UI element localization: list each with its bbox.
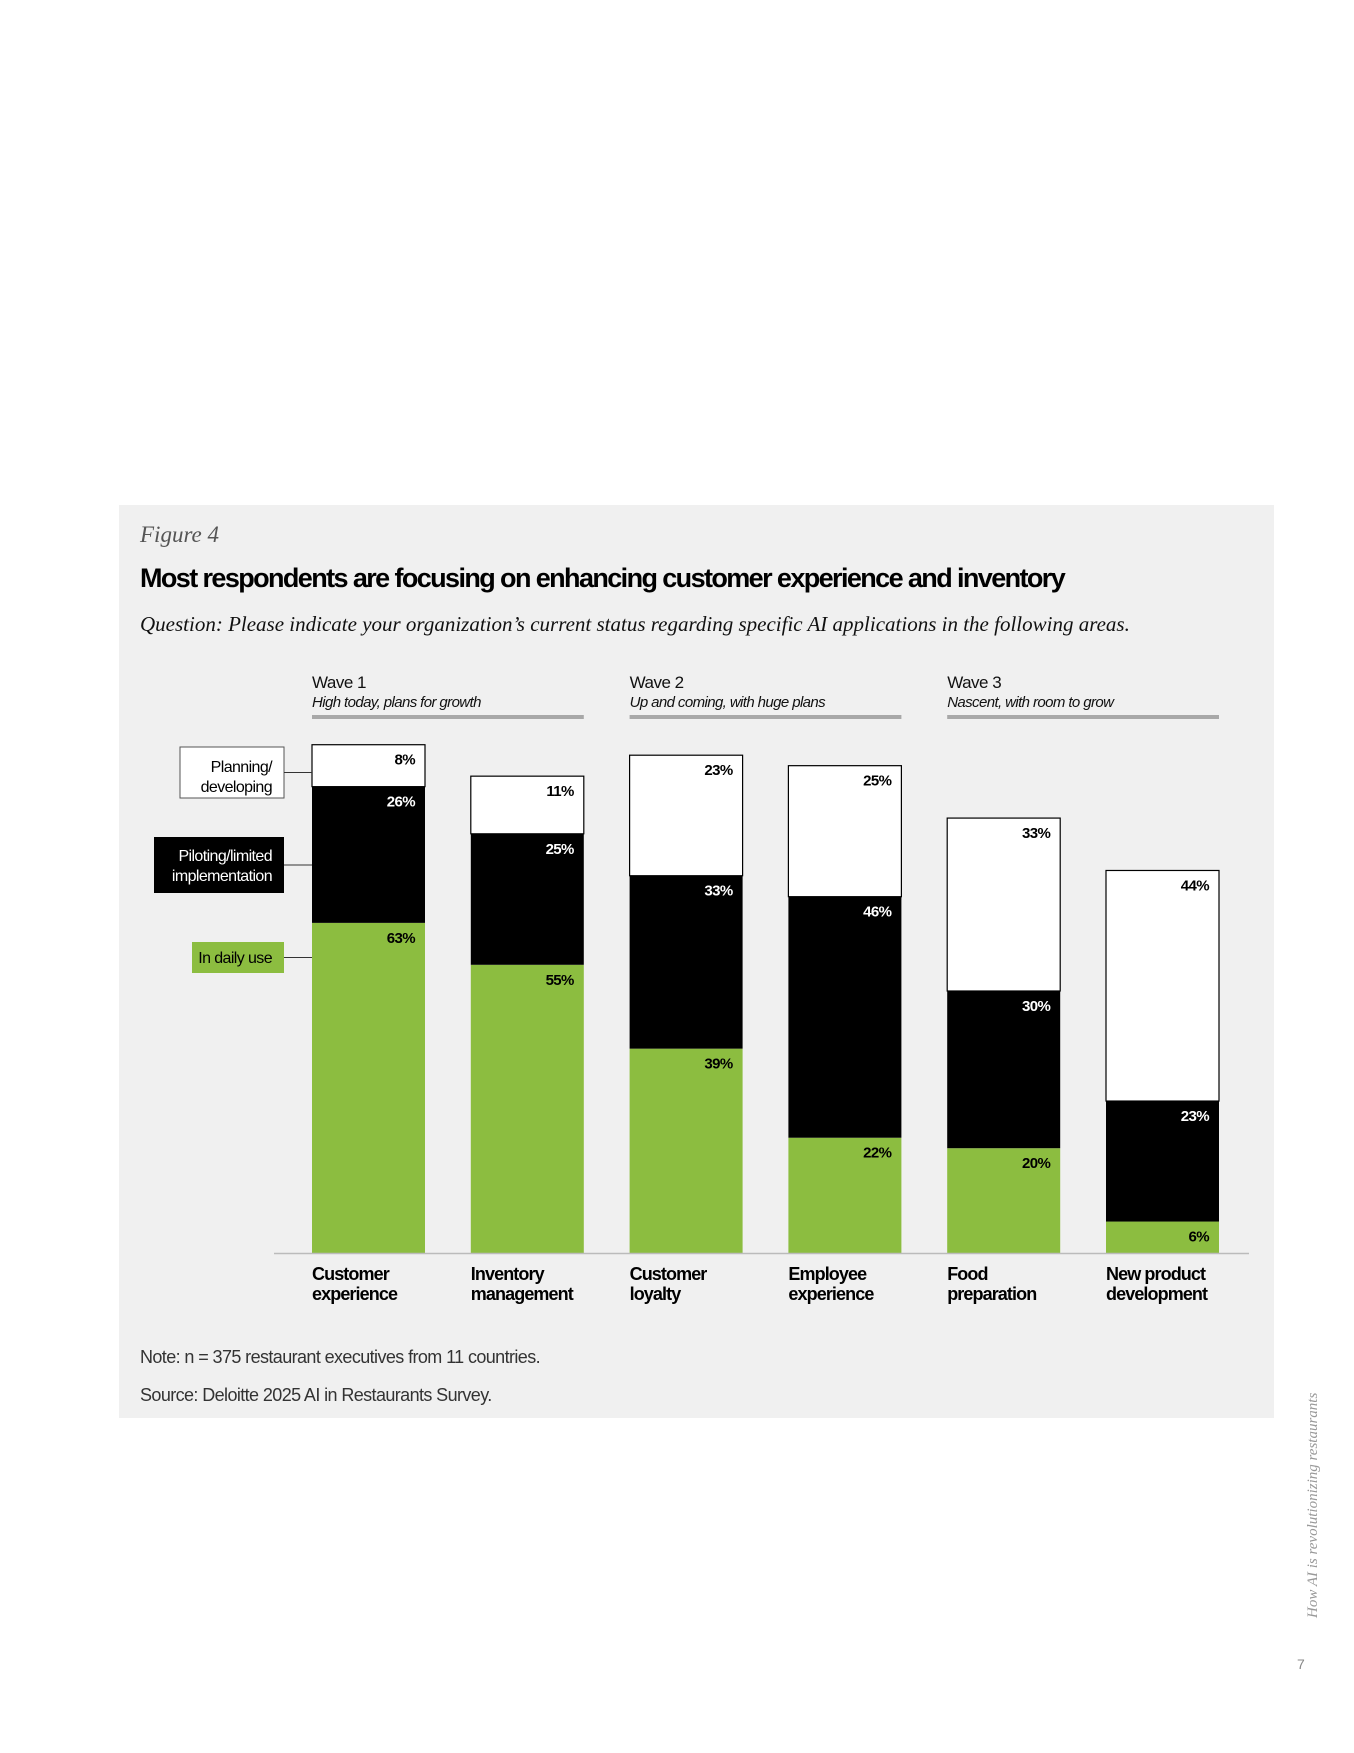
data-label: 25%: [863, 773, 891, 790]
bar-segment-planning-developing: [470, 775, 585, 835]
figure-label: Figure 4: [140, 522, 219, 547]
category-label: development: [1106, 1284, 1208, 1304]
bar-segment-in-daily-use: [470, 964, 584, 1253]
data-label: 23%: [704, 762, 732, 779]
data-label: 23%: [1181, 1108, 1209, 1125]
bar-segment-planning-developing: [787, 765, 903, 898]
wave-label: Wave 2: [630, 673, 684, 692]
data-label: 33%: [1022, 825, 1050, 842]
legend-label: developing: [201, 779, 272, 796]
category-label: New product: [1106, 1264, 1206, 1284]
data-label: 63%: [387, 930, 415, 947]
wave-rule: [629, 715, 902, 719]
bar-segment-piloting-limited-implementation: [312, 786, 425, 923]
category-label: Food: [947, 1264, 987, 1284]
bar-segment-in-daily-use: [947, 1148, 1061, 1253]
data-label: 22%: [863, 1145, 891, 1162]
data-label: 26%: [387, 794, 415, 811]
legend-box: [192, 942, 284, 973]
category-label: Customer: [630, 1264, 708, 1284]
chart-note: Note: n = 375 restaurant executives from…: [140, 1347, 541, 1367]
category-label: Inventory: [471, 1264, 545, 1284]
bar-segment-piloting-limited-implementation: [788, 896, 902, 1138]
legend-box: [179, 746, 285, 799]
legend-box: [154, 837, 284, 893]
category-label: experience: [788, 1284, 874, 1304]
data-label: 44%: [1181, 877, 1209, 894]
page-number: 7: [1297, 1656, 1305, 1672]
data-label: 46%: [863, 904, 891, 921]
bar-segment-piloting-limited-implementation: [1106, 1101, 1219, 1222]
wave-label: Wave 1: [312, 673, 366, 692]
wave-rule: [312, 715, 584, 719]
bar-segment-in-daily-use: [1106, 1221, 1219, 1253]
legend-label: Planning/: [211, 759, 273, 776]
category-label: Customer: [312, 1264, 390, 1284]
category-label: experience: [312, 1284, 398, 1304]
legend-label: In daily use: [198, 950, 272, 967]
legend-label: Piloting/limited: [178, 848, 272, 865]
bar-segment-piloting-limited-implementation: [470, 833, 584, 965]
data-label: 30%: [1022, 998, 1050, 1015]
data-label: 20%: [1022, 1155, 1050, 1172]
wave-subtitle: Nascent, with room to grow: [947, 694, 1115, 711]
category-label: loyalty: [630, 1284, 682, 1304]
bar-segment-planning-developing: [311, 744, 426, 788]
bar-segment-planning-developing: [946, 817, 1061, 992]
legend-label: implementation: [172, 868, 272, 885]
chart-source: Source: Deloitte 2025 AI in Restaurants …: [140, 1385, 492, 1405]
data-label: 6%: [1189, 1229, 1210, 1246]
data-label: 33%: [704, 883, 732, 900]
data-label: 39%: [704, 1056, 732, 1073]
running-title: How AI is revolutionizing restaurants: [1305, 1392, 1321, 1618]
data-label: 25%: [546, 841, 574, 858]
bar-segment-in-daily-use: [629, 1048, 743, 1253]
bar-segment-in-daily-use: [788, 1137, 902, 1253]
data-label: 55%: [546, 972, 574, 989]
data-label: 11%: [546, 783, 574, 800]
data-label: 8%: [395, 752, 416, 769]
chart-title: Most respondents are focusing on enhanci…: [140, 563, 1066, 593]
wave-rule: [947, 715, 1219, 719]
category-label: management: [471, 1284, 574, 1304]
category-label: Employee: [788, 1264, 867, 1284]
chart-question: Question: Please indicate your organizat…: [140, 612, 1130, 636]
bar-segment-planning-developing: [1105, 869, 1220, 1102]
bar-segment-planning-developing: [628, 754, 744, 877]
wave-label: Wave 3: [947, 673, 1001, 692]
wave-subtitle: High today, plans for growth: [312, 694, 481, 711]
wave-subtitle: Up and coming, with huge plans: [630, 694, 827, 711]
bar-segment-piloting-limited-implementation: [947, 991, 1061, 1149]
category-label: preparation: [947, 1284, 1036, 1304]
bar-segment-in-daily-use: [312, 922, 425, 1253]
bar-segment-piloting-limited-implementation: [629, 875, 743, 1049]
